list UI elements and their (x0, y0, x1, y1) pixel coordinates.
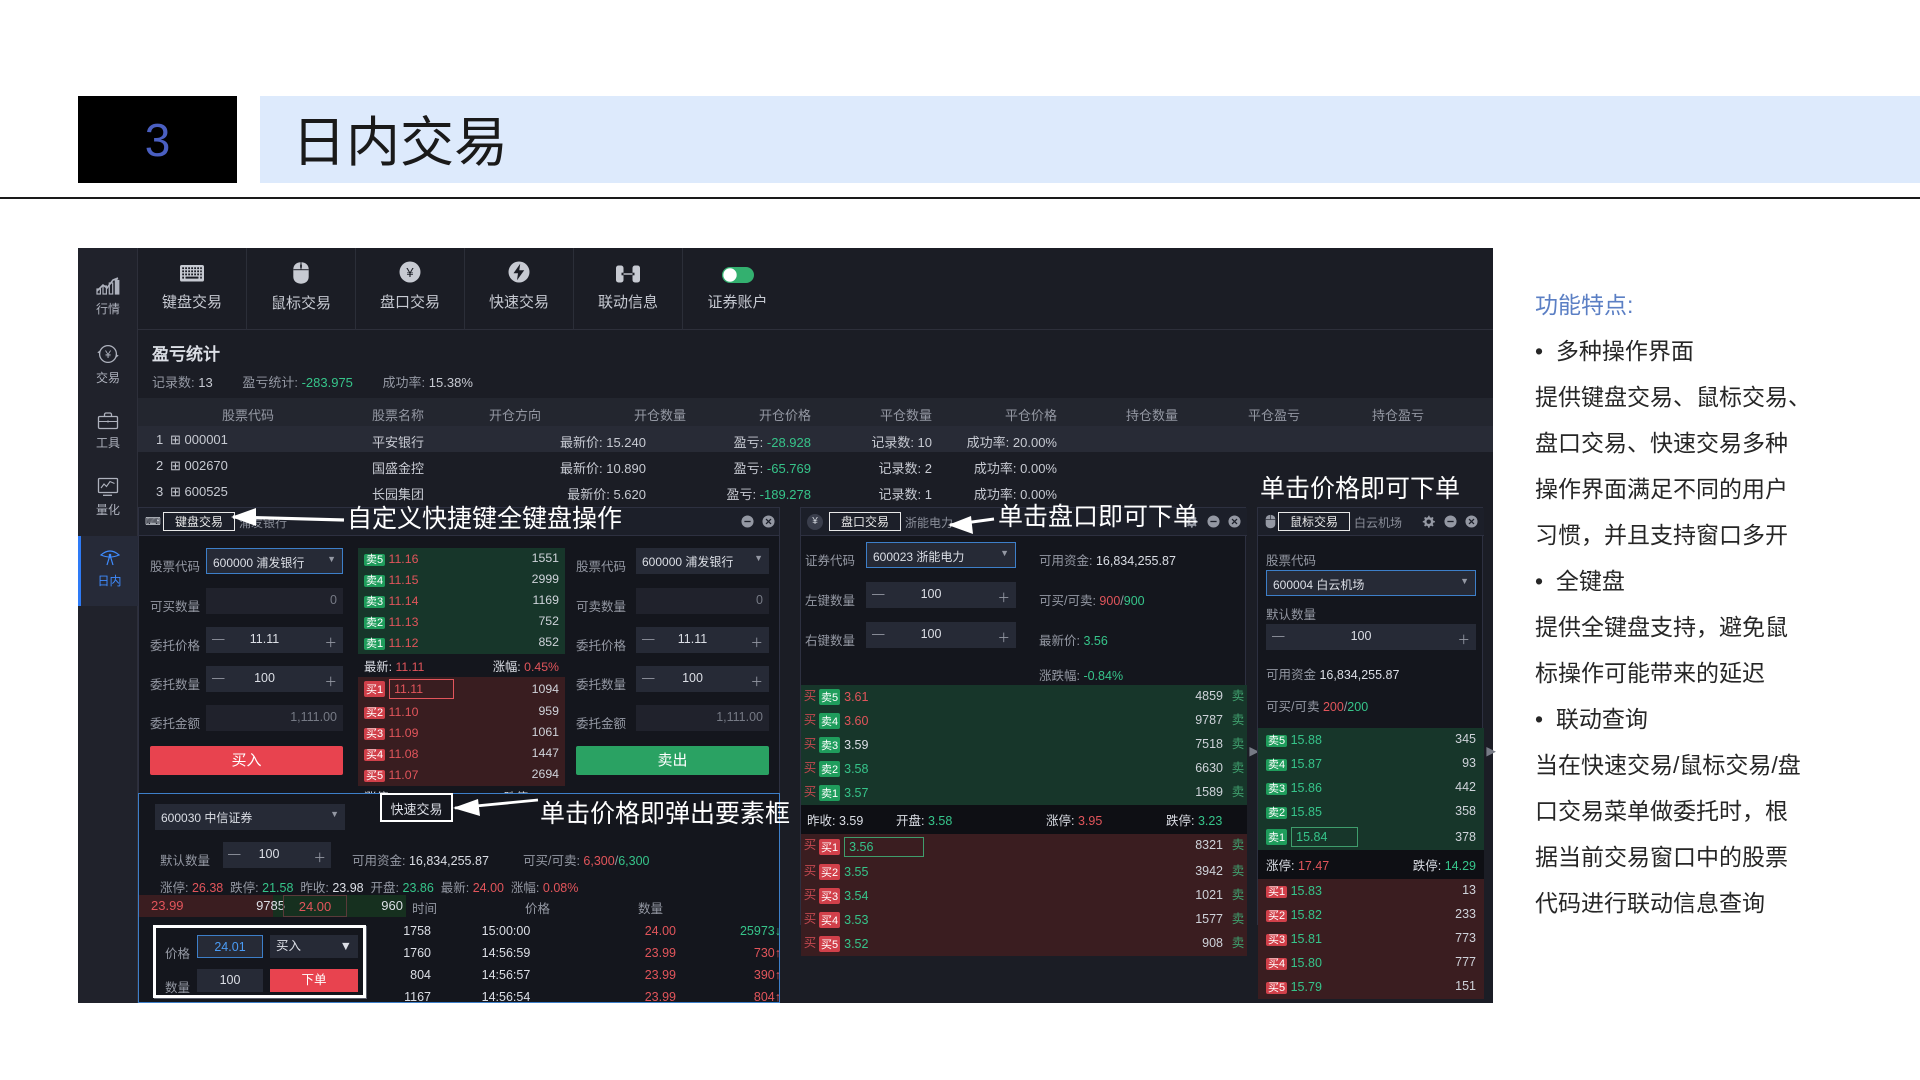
svg-text:¥: ¥ (405, 265, 414, 280)
svg-text:¥: ¥ (104, 349, 112, 361)
